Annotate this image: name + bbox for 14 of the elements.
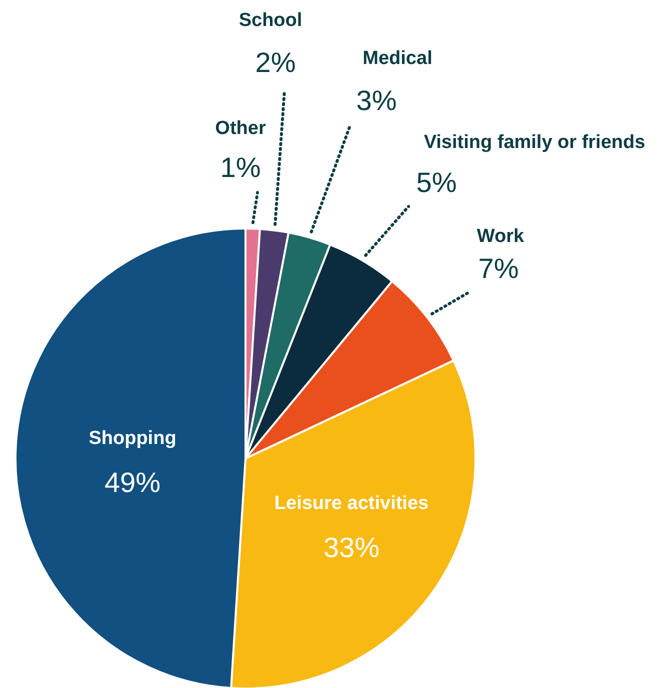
- data-label: 5%: [416, 167, 457, 198]
- data-label: 33%: [323, 532, 380, 563]
- data-label: 3%: [356, 85, 397, 116]
- slice-label: School: [238, 10, 302, 31]
- slice-label: Work: [476, 226, 525, 247]
- slice-label: Leisure activities: [274, 493, 429, 514]
- slice-label: Visiting family or friends: [424, 132, 646, 153]
- data-label: 1%: [220, 152, 261, 183]
- data-label: 49%: [104, 467, 161, 498]
- slice-label: Other: [215, 118, 266, 139]
- data-label: 7%: [478, 253, 519, 284]
- slice-label: Medical: [362, 48, 432, 69]
- slice-label: Shopping: [88, 428, 176, 449]
- data-label: 2%: [255, 47, 296, 78]
